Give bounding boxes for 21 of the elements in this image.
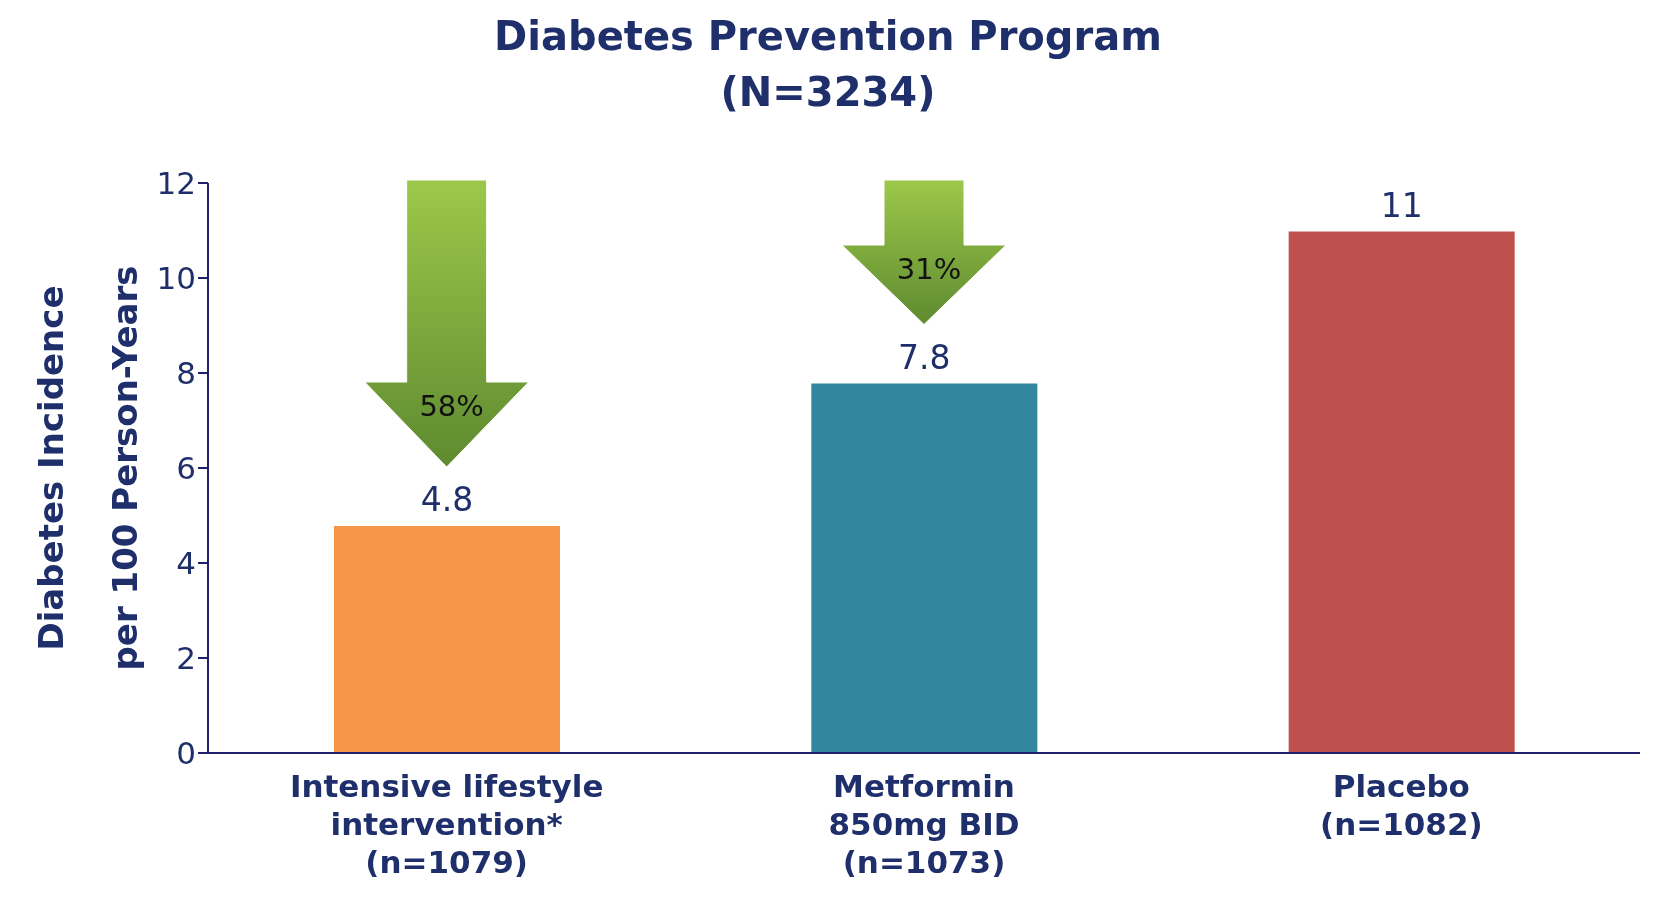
bar: [1286, 229, 1517, 753]
annotation: 31%: [896, 252, 962, 287]
chart-subtitle: (N=3234): [719, 68, 937, 117]
data-label: 7.8: [898, 337, 951, 377]
annotation: 58%: [419, 389, 484, 423]
y-tick-label: 12: [156, 165, 196, 202]
data-label: 4.8: [420, 480, 474, 519]
y-tick-label: 4: [176, 545, 196, 582]
y-tick-label: 0: [176, 735, 196, 772]
y-axis-title: Diabetes Incidence per 100 Person-Years: [31, 265, 145, 671]
bar: [332, 524, 562, 753]
y-tick-label: 10: [156, 260, 196, 297]
bar: [809, 381, 1040, 753]
y-tick-label: 2: [176, 640, 196, 677]
chart-title: Diabetes Prevention Program: [493, 12, 1163, 61]
x-tick-label: Placebo (n=1082): [1320, 768, 1483, 842]
x-tick-label: Intensive lifestyle intervention* (n=1079): [289, 768, 604, 880]
y-tick-label: 6: [176, 450, 196, 487]
data-label: 11: [1380, 185, 1423, 225]
x-tick-label: Metformin 850mg BID (n=1073): [828, 768, 1020, 880]
y-tick-label: 8: [176, 355, 196, 392]
